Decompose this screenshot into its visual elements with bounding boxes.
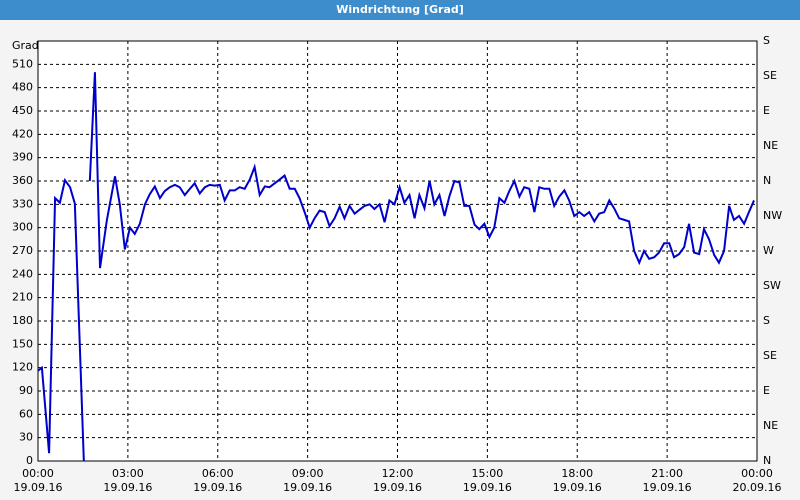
y-tick-label: 30: [19, 431, 33, 444]
x-tick-label: 06:00 19.09.16: [193, 467, 243, 494]
y2-tick-label: NE: [763, 419, 778, 432]
y-tick-label: 60: [19, 407, 33, 420]
y2-tick-label: S: [763, 314, 770, 327]
data-line: [37, 177, 85, 462]
y2-tick-label: E: [763, 104, 770, 117]
y-axis-label: Grad: [12, 39, 39, 52]
y-tick-label: 120: [12, 361, 33, 374]
y-tick-label: 240: [12, 267, 33, 280]
y-tick-label: 210: [12, 291, 33, 304]
y2-tick-label: E: [763, 384, 770, 397]
data-line: [88, 72, 755, 269]
y2-tick-label: N: [763, 174, 771, 187]
y-tick-label: 150: [12, 337, 33, 350]
x-tick-label: 12:00 19.09.16: [373, 467, 422, 494]
y-tick-label: 330: [12, 197, 33, 210]
x-tick-label: 18:00 19.09.16: [552, 467, 602, 494]
y2-tick-label: SW: [763, 279, 781, 292]
window-title: Windrichtung [Grad]: [0, 0, 800, 20]
y-tick-label: 420: [12, 127, 33, 140]
y-tick-label: 300: [12, 221, 33, 234]
y-tick-label: 360: [12, 174, 33, 187]
y2-tick-label: SE: [763, 69, 777, 82]
x-tick-label: 21:00 19.09.16: [642, 467, 692, 494]
y-tick-label: 0: [26, 454, 33, 467]
x-tick-label: 15:00 19.09.16: [462, 467, 512, 494]
x-tick-label: 00:00 19.09.16: [13, 467, 63, 494]
y-tick-label: 510: [12, 57, 33, 70]
x-tick-label: 00:00 20.09.16: [732, 467, 782, 494]
y-tick-label: 480: [12, 81, 33, 94]
y-tick-label: 450: [12, 104, 33, 117]
y-tick-label: 90: [19, 384, 33, 397]
y2-tick-label: W: [763, 244, 774, 257]
y2-tick-label: SE: [763, 349, 777, 362]
y-tick-label: 390: [12, 151, 33, 164]
y2-tick-label: NW: [763, 209, 782, 222]
plot-border: [37, 40, 758, 462]
y-tick-label: 180: [12, 314, 33, 327]
y2-tick-label: S: [763, 34, 770, 47]
x-tick-label: 03:00 19.09.16: [103, 467, 153, 494]
y2-tick-label: N: [763, 454, 771, 467]
x-tick-label: 09:00 19.09.16: [283, 467, 333, 494]
y-tick-label: 270: [12, 244, 33, 257]
y2-tick-label: NE: [763, 139, 778, 152]
